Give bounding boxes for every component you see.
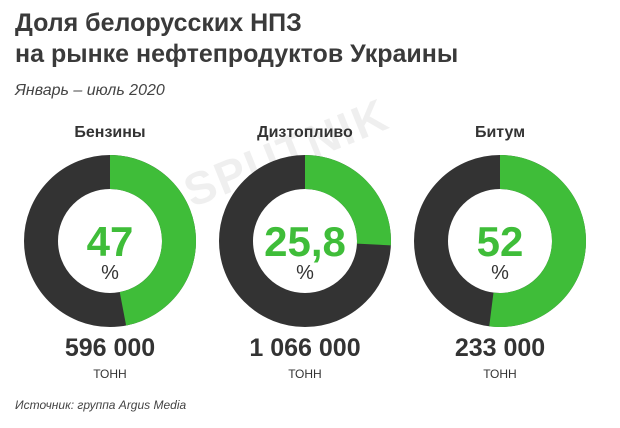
percent-sign-2: % (296, 262, 314, 284)
volume-label-1: 596 000 (65, 334, 155, 362)
percent-sign-1: % (101, 262, 119, 284)
chart-title-line-1: Доля белорусских НПЗ (15, 9, 302, 37)
volume-unit-2: ТОНН (288, 367, 321, 381)
category-label-3: Битум (475, 124, 525, 141)
category-label-1: Бензины (74, 124, 145, 141)
chart-title-line-2: на рынке нефтепродуктов Украины (15, 40, 459, 68)
value-label-3: 52 (477, 218, 524, 265)
category-label-2: Дизтопливо (257, 124, 353, 141)
volume-label-3: 233 000 (455, 334, 545, 362)
chart-title: Доля белорусских НПЗ на рынке нефтепроду… (15, 8, 458, 70)
value-label-1: 47 (87, 218, 134, 265)
chart-subtitle: Январь – июль 2020 (15, 82, 165, 99)
value-label-2: 25,8 (264, 218, 346, 265)
volume-unit-3: ТОНН (483, 367, 516, 381)
percent-sign-3: % (491, 262, 509, 284)
donut-share-1 (110, 155, 197, 326)
donut-share-3 (489, 155, 586, 327)
volume-unit-1: ТОНН (93, 367, 126, 381)
donut-share-2 (305, 155, 391, 246)
source-note: Источник: группа Argus Media (15, 398, 187, 412)
volume-label-2: 1 066 000 (249, 334, 360, 362)
